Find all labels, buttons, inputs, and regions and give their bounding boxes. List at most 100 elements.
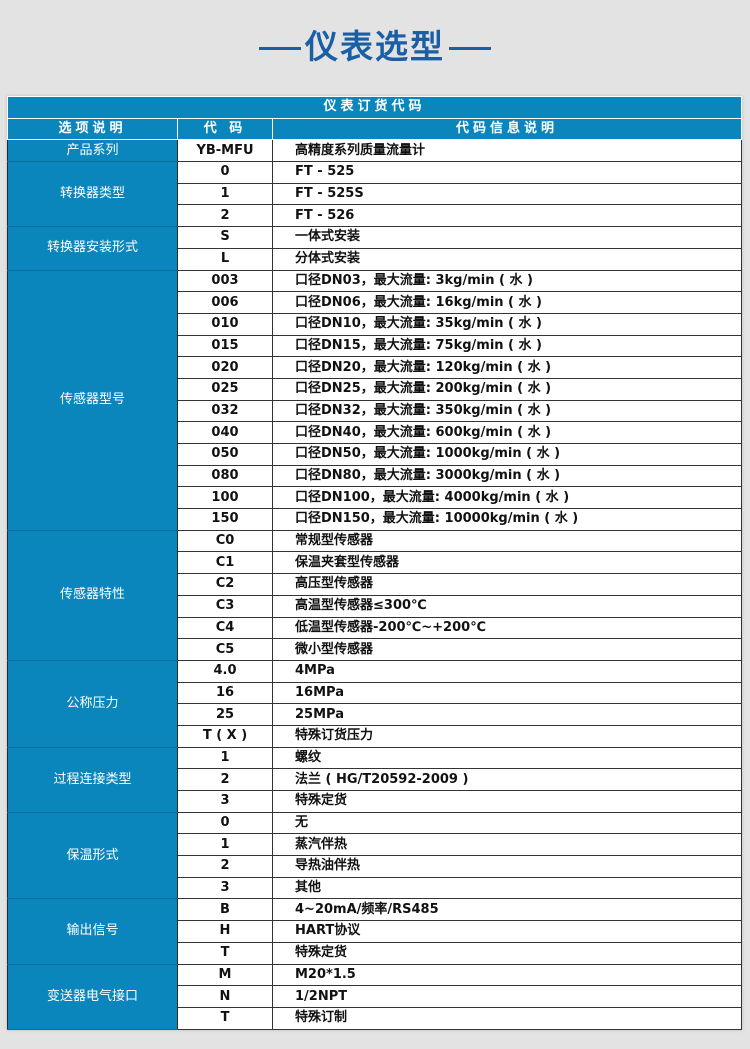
code-cell: S bbox=[177, 226, 273, 249]
code-description-cell: 25MPa bbox=[272, 703, 742, 726]
table-row: 2 FT - 526 bbox=[8, 204, 742, 228]
code-description-cell: 低温型传感器-200℃~+200℃ bbox=[272, 616, 742, 640]
code-cell: N bbox=[177, 985, 273, 1008]
option-label: 变送器电气接口 bbox=[7, 963, 178, 1030]
code-description-cell: 口径DN06，最大流量: 16kg/min ( 水 ) bbox=[272, 291, 742, 314]
code-description-cell: 法兰 ( HG/T20592-2009 ) bbox=[272, 768, 742, 791]
code-description-cell: 口径DN15，最大流量: 75kg/min ( 水 ) bbox=[272, 334, 742, 358]
code-cell: C1 bbox=[177, 551, 273, 575]
code-description-cell: 保温夹套型传感器 bbox=[272, 551, 742, 575]
code-description-cell: 螺纹 bbox=[272, 746, 742, 770]
table-row: 公称压力 4.0 4MPa bbox=[7, 659, 742, 748]
code-cell: YB-MFU bbox=[177, 139, 273, 163]
code-cell: 080 bbox=[177, 464, 273, 488]
code-description-cell: 口径DN32，最大流量: 350kg/min ( 水 ) bbox=[272, 399, 742, 423]
table-row: 25 25MPa bbox=[8, 703, 742, 726]
code-description-cell: 高精度系列质量流量计 bbox=[272, 139, 742, 163]
code-cell: 2 bbox=[177, 855, 273, 878]
code-description-cell: 口径DN20，最大流量: 120kg/min ( 水 ) bbox=[272, 356, 742, 379]
table-row: 变送器电气接口 M M20*1.5 bbox=[7, 963, 742, 1030]
code-description-cell: M20*1.5 bbox=[272, 963, 742, 987]
option-label: 传感器特性 bbox=[7, 529, 178, 661]
table-row: 传感器型号 003 口径DN03，最大流量: 3kg/min ( 水 ) bbox=[7, 269, 742, 531]
option-label: 输出信号 bbox=[7, 898, 178, 965]
code-cell: M bbox=[177, 963, 273, 987]
table-row: 产品系列 YB-MFU 高精度系列质量流量计 bbox=[7, 139, 742, 163]
code-cell: C0 bbox=[177, 529, 273, 553]
table-caption: 仪表订货代码 bbox=[7, 96, 742, 119]
table-row: T 特殊定货 bbox=[8, 941, 742, 965]
code-description-cell: 无 bbox=[272, 811, 742, 835]
code-cell: 040 bbox=[177, 421, 273, 444]
table-row: 16 16MPa bbox=[8, 681, 742, 705]
caption-row: 仪表订货代码 bbox=[7, 96, 742, 119]
code-description-cell: 特殊订制 bbox=[272, 1006, 742, 1030]
code-cell: H bbox=[177, 920, 273, 943]
code-description-cell: 特殊定货 bbox=[272, 941, 742, 965]
header-option: 选项说明 bbox=[7, 117, 178, 141]
order-code-table-container: 仪表订货代码 选项说明 代 码 代码信息说明 产品系列 YB-MFU 高精度系列质量… bbox=[7, 96, 742, 1030]
code-description-cell: 16MPa bbox=[272, 681, 742, 705]
code-description-cell: 其他 bbox=[272, 876, 742, 900]
code-cell: 1 bbox=[177, 182, 273, 206]
code-description-cell: 口径DN40，最大流量: 600kg/min ( 水 ) bbox=[272, 421, 742, 444]
table-row: N 1/2NPT bbox=[8, 985, 742, 1008]
table-row: T 特殊订制 bbox=[8, 1006, 742, 1030]
code-cell: T bbox=[177, 941, 273, 965]
code-cell: 150 bbox=[177, 508, 273, 531]
title-text: 仪表选型 bbox=[305, 27, 445, 66]
code-cell: 003 bbox=[177, 269, 273, 293]
code-cell: 4.0 bbox=[177, 659, 273, 683]
code-description-cell: 微小型传感器 bbox=[272, 638, 742, 661]
code-description-cell: 特殊定货 bbox=[272, 790, 742, 813]
code-description-cell: FT - 525 bbox=[272, 161, 742, 184]
table-row: 输出信号 B 4~20mA/频率/RS485 bbox=[7, 898, 742, 965]
option-label: 产品系列 bbox=[7, 139, 178, 163]
table-row: 1 FT - 525S bbox=[8, 182, 742, 206]
header-code: 代 码 bbox=[177, 117, 273, 141]
table-row: 032 口径DN32，最大流量: 350kg/min ( 水 ) bbox=[8, 399, 742, 423]
table-row: 过程连接类型 1 螺纹 bbox=[7, 746, 742, 813]
option-label: 转换器类型 bbox=[7, 161, 178, 228]
table-row: 040 口径DN40，最大流量: 600kg/min ( 水 ) bbox=[8, 421, 742, 444]
order-code-table: 仪表订货代码 选项说明 代 码 代码信息说明 产品系列 YB-MFU 高精度系列质量… bbox=[7, 96, 742, 1030]
page-title: 仪表选型 bbox=[0, 20, 750, 68]
table-row: C2 高压型传感器 bbox=[8, 573, 742, 596]
code-description-cell: HART协议 bbox=[272, 920, 742, 943]
code-cell: B bbox=[177, 898, 273, 922]
table-row: 2 导热油伴热 bbox=[8, 855, 742, 878]
option-label: 转换器安装形式 bbox=[7, 226, 178, 271]
option-label: 公称压力 bbox=[7, 659, 178, 748]
code-cell: 3 bbox=[177, 876, 273, 900]
code-description-cell: 口径DN150，最大流量: 10000kg/min ( 水 ) bbox=[272, 508, 742, 531]
code-cell: T ( X ) bbox=[177, 724, 273, 748]
code-description-cell: 口径DN25，最大流量: 200kg/min ( 水 ) bbox=[272, 377, 742, 401]
code-cell: 025 bbox=[177, 377, 273, 401]
header-row: 选项说明 代 码 代码信息说明 bbox=[7, 117, 742, 141]
code-description-cell: 4MPa bbox=[272, 659, 742, 683]
code-cell: 2 bbox=[177, 204, 273, 228]
table-row: C4 低温型传感器-200℃~+200℃ bbox=[8, 616, 742, 640]
code-description-cell: 常规型传感器 bbox=[272, 529, 742, 553]
code-cell: C2 bbox=[177, 573, 273, 596]
code-description-cell: 口径DN03，最大流量: 3kg/min ( 水 ) bbox=[272, 269, 742, 293]
code-cell: 100 bbox=[177, 486, 273, 510]
code-description-cell: 导热油伴热 bbox=[272, 855, 742, 878]
code-description-cell: 特殊订货压力 bbox=[272, 724, 742, 748]
code-description-cell: FT - 526 bbox=[272, 204, 742, 228]
code-cell: 1 bbox=[177, 833, 273, 857]
code-cell: 25 bbox=[177, 703, 273, 726]
code-description-cell: 1/2NPT bbox=[272, 985, 742, 1008]
code-description-cell: 4~20mA/频率/RS485 bbox=[272, 898, 742, 922]
code-cell: 3 bbox=[177, 790, 273, 813]
code-cell: 050 bbox=[177, 443, 273, 466]
code-description-cell: 口径DN80，最大流量: 3000kg/min ( 水 ) bbox=[272, 464, 742, 488]
code-cell: C4 bbox=[177, 616, 273, 640]
code-description-cell: 高压型传感器 bbox=[272, 573, 742, 596]
table-row: 150 口径DN150，最大流量: 10000kg/min ( 水 ) bbox=[8, 508, 742, 531]
code-cell: 1 bbox=[177, 746, 273, 770]
code-cell: 010 bbox=[177, 312, 273, 336]
code-cell: L bbox=[177, 247, 273, 271]
code-cell: 16 bbox=[177, 681, 273, 705]
code-description-cell: 高温型传感器≤300℃ bbox=[272, 594, 742, 618]
